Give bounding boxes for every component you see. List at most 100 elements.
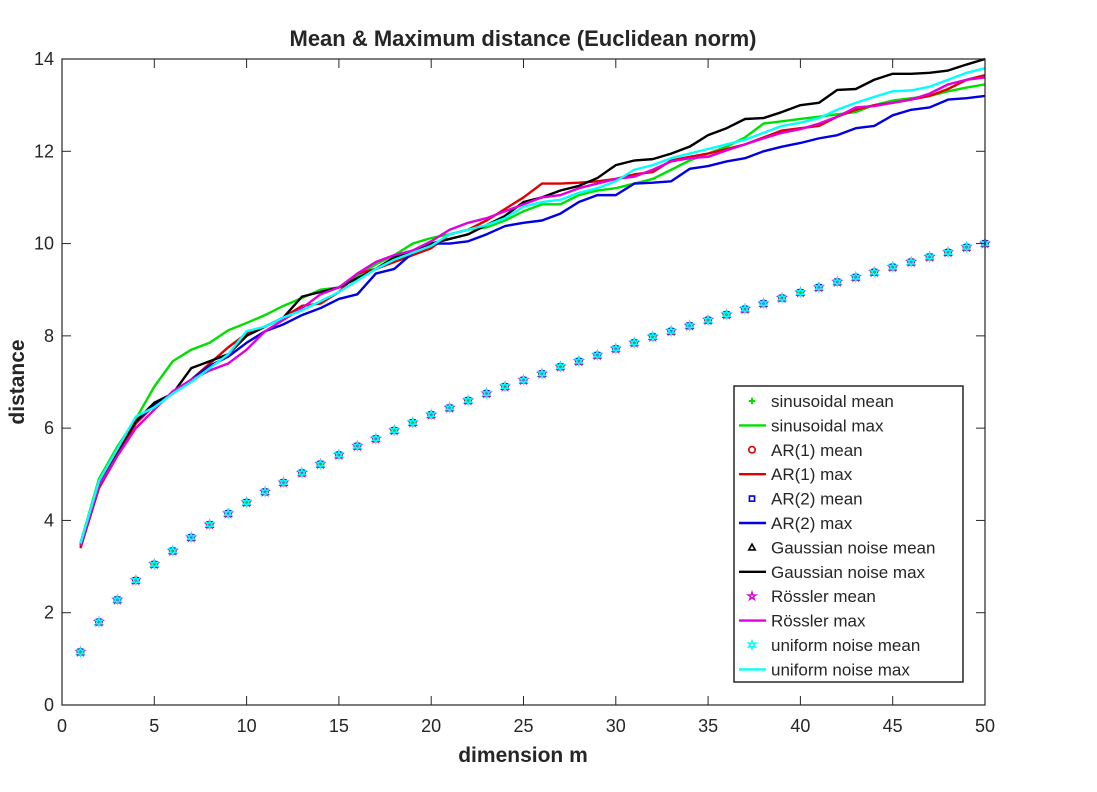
data-point-uniform-noise-mean — [296, 466, 308, 479]
legend-item-gaussian-noise-mean: Gaussian noise mean — [747, 538, 935, 557]
x-tick-label: 40 — [790, 716, 810, 736]
legend-label: AR(2) max — [771, 514, 853, 533]
data-point-uniform-noise-mean — [702, 314, 714, 327]
legend-label: sinusoidal mean — [771, 392, 894, 411]
series-line-r-ssler-max — [79, 76, 986, 547]
x-tick-label: 15 — [329, 716, 349, 736]
y-tick-label: 6 — [44, 418, 54, 438]
data-point-uniform-noise-mean — [481, 387, 492, 400]
legend-label: Rössler max — [771, 612, 866, 631]
legend-label: Rössler mean — [771, 587, 876, 606]
series-layer — [74, 57, 992, 659]
y-tick-label: 2 — [44, 603, 54, 623]
y-axis-label: distance — [6, 339, 29, 424]
y-tick-label: 14 — [34, 49, 54, 69]
series-line-sinusoidal-max — [79, 83, 986, 544]
x-tick-label: 0 — [57, 716, 67, 736]
legend-marker-swatch — [748, 495, 756, 502]
legend: sinusoidal mean sinusoidal max AR(1) mean A… — [733, 385, 964, 683]
data-point-uniform-noise-mean — [241, 496, 252, 509]
legend-item-gaussian-noise-max: Gaussian noise max — [739, 563, 926, 582]
data-point-uniform-noise-mean — [75, 645, 86, 659]
legend-label: sinusoidal max — [771, 416, 884, 435]
legend-marker-swatch — [746, 638, 758, 652]
legend-label: AR(2) mean — [771, 490, 863, 509]
legend-marker-swatch — [747, 542, 757, 551]
legend-item-uniform-noise-mean: uniform noise mean — [746, 636, 920, 655]
data-point-uniform-noise-mean — [628, 336, 640, 349]
legend-marker-swatch — [745, 589, 759, 602]
series-uniform-noise-max — [79, 67, 986, 544]
legend-item-r-ssler-mean: Rössler mean — [745, 587, 876, 606]
legend-label: AR(1) mean — [771, 441, 863, 460]
data-point-uniform-noise-mean — [758, 297, 769, 310]
data-point-uniform-noise-mean — [942, 246, 954, 259]
data-point-uniform-noise-mean — [185, 531, 197, 544]
data-point-uniform-noise-mean — [905, 255, 917, 269]
series-r-ssler-max — [79, 76, 986, 547]
data-point-uniform-noise-mean — [868, 266, 880, 279]
data-point-uniform-noise-mean — [407, 416, 419, 429]
series-line-ar-2-max — [79, 94, 986, 547]
legend-item-uniform-noise-max: uniform noise max — [739, 660, 910, 679]
data-point-uniform-noise-mean — [112, 593, 123, 606]
y-tick-label: 10 — [34, 234, 54, 254]
data-point-uniform-noise-mean — [130, 574, 142, 587]
x-tick-label: 25 — [513, 716, 533, 736]
data-point-uniform-noise-mean — [610, 342, 622, 355]
legend-items: sinusoidal mean sinusoidal max AR(1) mean A… — [739, 392, 935, 679]
data-point-uniform-noise-mean — [444, 401, 455, 414]
legend-label: Gaussian noise mean — [771, 538, 935, 557]
legend-box — [733, 385, 964, 683]
data-point-uniform-noise-mean — [592, 349, 603, 362]
data-point-uniform-noise-mean — [850, 271, 862, 284]
y-tick-label: 0 — [44, 695, 54, 715]
x-tick-label: 5 — [149, 716, 159, 736]
data-point-uniform-noise-mean — [370, 432, 382, 445]
data-point-uniform-noise-mean — [832, 275, 843, 288]
data-point-uniform-noise-mean — [647, 330, 658, 343]
data-point-uniform-noise-mean — [352, 440, 363, 453]
series-line-uniform-noise-max — [79, 67, 986, 544]
legend-item-ar-1-mean: AR(1) mean — [747, 441, 863, 460]
data-point-uniform-noise-mean — [259, 485, 271, 498]
legend-marker-swatch — [748, 397, 756, 405]
data-point-uniform-noise-mean — [204, 518, 215, 531]
data-point-uniform-noise-mean — [518, 374, 529, 387]
data-point-uniform-noise-mean — [333, 448, 345, 462]
data-point-uniform-noise-mean — [555, 360, 566, 373]
y-tick-label: 4 — [44, 510, 54, 530]
data-point-uniform-noise-mean — [887, 261, 898, 274]
x-tick-label: 20 — [421, 716, 441, 736]
data-point-uniform-noise-mean — [149, 558, 160, 571]
legend-item-sinusoidal-max: sinusoidal max — [739, 416, 884, 435]
x-tick-label: 10 — [237, 716, 257, 736]
data-point-uniform-noise-mean — [93, 615, 105, 629]
data-point-uniform-noise-mean — [573, 355, 585, 368]
legend-label: AR(1) max — [771, 465, 853, 484]
data-point-uniform-noise-mean — [536, 367, 548, 380]
data-point-uniform-noise-mean — [167, 544, 179, 557]
legend-label: Gaussian noise max — [771, 563, 926, 582]
legend-item-ar-1-max: AR(1) max — [739, 465, 853, 484]
x-tick-label: 35 — [698, 716, 718, 736]
legend-label: uniform noise max — [771, 660, 910, 679]
data-point-uniform-noise-mean — [776, 291, 788, 305]
legend-marker-swatch — [747, 445, 756, 454]
data-point-uniform-noise-mean — [425, 408, 437, 421]
data-point-uniform-noise-mean — [499, 380, 511, 393]
legend-item-sinusoidal-mean: sinusoidal mean — [748, 392, 894, 411]
data-point-uniform-noise-mean — [315, 458, 326, 471]
chart-title: Mean & Maximum distance (Euclidean norm) — [290, 26, 757, 51]
legend-item-ar-2-max: AR(2) max — [739, 514, 853, 533]
tick-layer: 0 5 10 15 20 25 30 35 40 45 50 0 2 4 6 8 10 12 14 — [34, 49, 995, 736]
data-point-uniform-noise-mean — [222, 507, 234, 520]
y-tick-label: 8 — [44, 326, 54, 346]
data-point-uniform-noise-mean — [721, 308, 732, 321]
series-ar-2-max — [79, 94, 986, 547]
data-point-uniform-noise-mean — [961, 241, 972, 254]
data-point-uniform-noise-mean — [665, 325, 677, 338]
x-tick-label: 50 — [975, 716, 995, 736]
series-uniform-noise-mean — [75, 237, 991, 659]
